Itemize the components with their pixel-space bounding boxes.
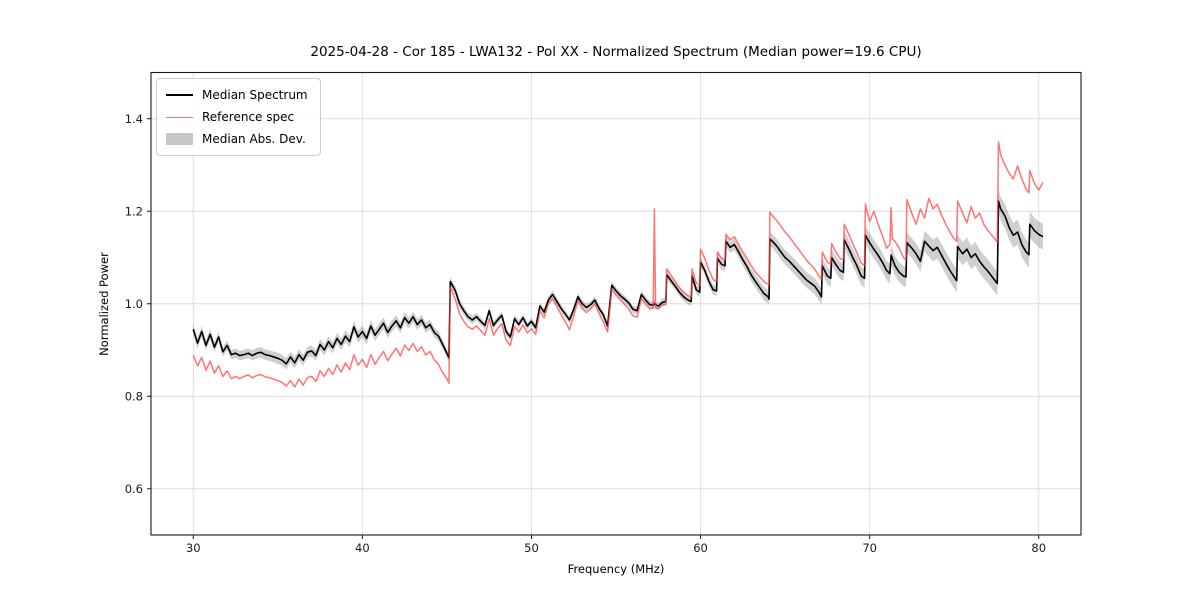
legend-item-median-abs-dev: Median Abs. Dev. [166, 131, 308, 147]
x-tick-label: 50 [524, 541, 539, 555]
y-axis-label: Normalized Power [97, 252, 111, 356]
x-tick-label: 30 [186, 541, 201, 555]
x-tick-label: 60 [693, 541, 708, 555]
y-tick-label: 0.8 [125, 389, 143, 403]
mad-band-swatch [166, 133, 193, 145]
x-tick-label: 70 [862, 541, 877, 555]
median-spectrum-line [192, 200, 1044, 365]
y-tick-label: 1.2 [125, 204, 143, 218]
y-tick-label: 1.0 [125, 297, 143, 311]
x-tick-label: 40 [355, 541, 370, 555]
legend-label: Median Abs. Dev. [202, 132, 306, 146]
plot-title: 2025-04-28 - Cor 185 - LWA132 - Pol XX -… [310, 44, 922, 60]
legend-item-reference-spec: Reference spec [166, 109, 308, 125]
mad-band [193, 189, 1043, 370]
legend-label: Median Spectrum [202, 88, 308, 102]
reference-spec-line [192, 141, 1044, 388]
reference-line-swatch [166, 116, 193, 118]
legend-item-median-spectrum: Median Spectrum [166, 87, 308, 103]
y-tick-label: 0.6 [125, 482, 143, 496]
x-axis-label: Frequency (MHz) [567, 562, 665, 576]
ticks: 30 40 50 60 70 80 0.6 0.8 1.0 1.2 1.4 [125, 112, 1046, 555]
legend-label: Reference spec [202, 110, 295, 124]
median-line-swatch [166, 94, 193, 96]
legend: Median Spectrum Reference spec Median Ab… [156, 78, 321, 156]
x-tick-label: 80 [1031, 541, 1046, 555]
y-tick-label: 1.4 [125, 112, 143, 126]
